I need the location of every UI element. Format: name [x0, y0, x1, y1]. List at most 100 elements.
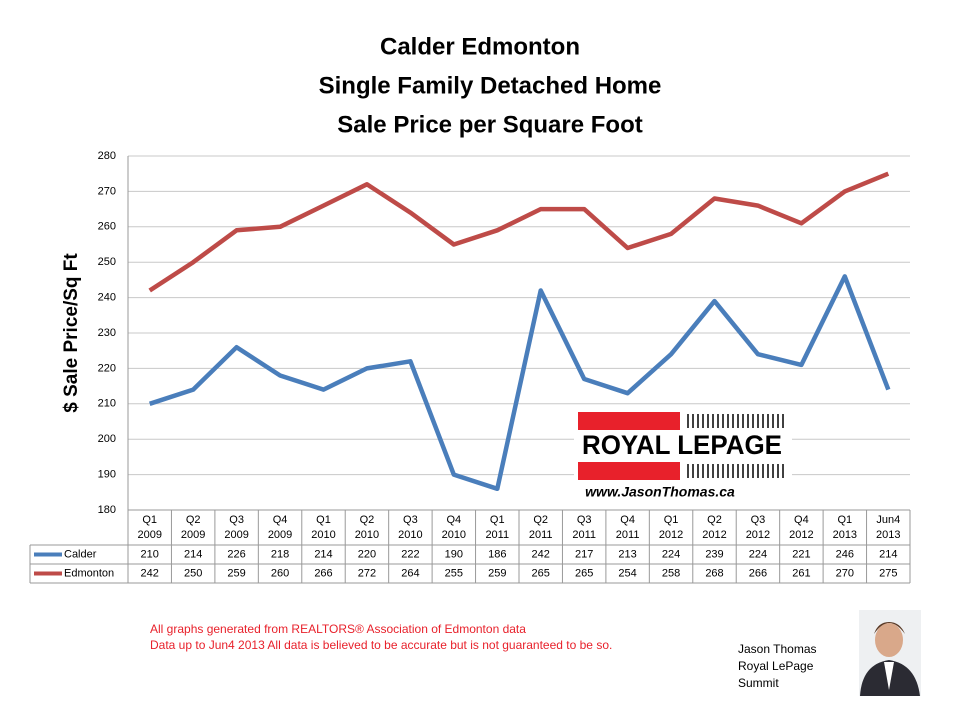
table-value: 266	[314, 567, 332, 579]
x-tick-label: 2009	[181, 529, 205, 541]
table-value: 266	[749, 567, 767, 579]
x-tick-label: Q3	[403, 514, 418, 526]
x-tick-label: 2011	[616, 529, 640, 541]
x-tick-label: Q3	[751, 514, 766, 526]
x-tick-label: 2009	[137, 529, 161, 541]
x-tick-label: Q4	[794, 514, 809, 526]
agent-name: Jason Thomas	[738, 642, 817, 656]
table-value: 259	[227, 567, 245, 579]
logo-url: www.JasonThomas.ca	[585, 484, 735, 500]
table-value: 264	[401, 567, 419, 579]
table-value: 259	[488, 567, 506, 579]
table-value: 254	[618, 567, 636, 579]
table-value: 224	[662, 548, 680, 560]
table-value: 242	[141, 567, 159, 579]
y-tick-label: 180	[98, 504, 116, 516]
x-tick-label: Q4	[273, 514, 288, 526]
x-tick-label: Q1	[490, 514, 505, 526]
y-tick-label: 190	[98, 469, 116, 481]
x-tick-label: 2011	[529, 529, 553, 541]
x-tick-label: Q3	[229, 514, 244, 526]
x-tick-label: Q2	[360, 514, 375, 526]
table-value: 214	[184, 548, 202, 560]
y-tick-label: 230	[98, 327, 116, 339]
chart-title: Single Family Detached Home	[319, 72, 662, 99]
x-tick-label: 2010	[442, 529, 466, 541]
x-tick-label: Q4	[446, 514, 461, 526]
legend-label: Edmonton	[64, 567, 114, 579]
x-tick-label: 2012	[789, 529, 813, 541]
y-axis-label: $ Sale Price/Sq Ft	[61, 253, 82, 413]
table-value: 270	[836, 567, 854, 579]
x-tick-label: 2010	[311, 529, 335, 541]
table-value: 261	[792, 567, 810, 579]
footnote: All graphs generated from REALTORS® Asso…	[150, 622, 526, 636]
x-tick-label: 2012	[702, 529, 726, 541]
y-tick-label: 270	[98, 185, 116, 197]
agent-company: Royal LePage	[738, 659, 814, 673]
table-value: 239	[705, 548, 723, 560]
x-tick-label: Q1	[837, 514, 852, 526]
x-tick-label: 2011	[485, 529, 509, 541]
footnote: Data up to Jun4 2013 All data is believe…	[150, 638, 612, 652]
agent-office: Summit	[738, 676, 779, 690]
logo-band	[578, 430, 786, 462]
y-tick-label: 220	[98, 362, 116, 374]
x-tick-label: Q4	[620, 514, 635, 526]
line-series	[148, 171, 890, 293]
table-value: 258	[662, 567, 680, 579]
table-value: 214	[314, 548, 332, 560]
legend-label: Calder	[64, 548, 97, 560]
agent-photo	[859, 610, 921, 696]
table-value: 246	[836, 548, 854, 560]
table-value: 213	[618, 548, 636, 560]
x-tick-label: Q2	[533, 514, 548, 526]
x-tick-label: 2012	[746, 529, 770, 541]
x-tick-label: Q3	[577, 514, 592, 526]
x-tick-label: 2009	[224, 529, 248, 541]
logo-bars	[687, 414, 784, 478]
table-value: 265	[575, 567, 593, 579]
table-value: 265	[532, 567, 550, 579]
table-value: 222	[401, 548, 419, 560]
y-tick-label: 210	[98, 398, 116, 410]
table-value: 190	[445, 548, 463, 560]
table-value: 221	[792, 548, 810, 560]
y-tick-label: 280	[98, 150, 116, 162]
table-value: 250	[184, 567, 202, 579]
x-tick-label: 2009	[268, 529, 292, 541]
x-tick-label: Q1	[142, 514, 157, 526]
logo: ROYAL LEPAGE www.JasonThomas.ca	[574, 408, 792, 500]
table-value: 210	[141, 548, 159, 560]
table-value: 224	[749, 548, 767, 560]
x-tick-label: Q2	[186, 514, 201, 526]
table-value: 214	[879, 548, 897, 560]
x-tick-label: Q1	[664, 514, 679, 526]
x-tick-label: Q2	[707, 514, 722, 526]
table-value: 217	[575, 548, 593, 560]
table-value: 186	[488, 548, 506, 560]
y-tick-label: 260	[98, 221, 116, 233]
x-tick-label: 2012	[659, 529, 683, 541]
y-tick-label: 240	[98, 292, 116, 304]
table-value: 218	[271, 548, 289, 560]
y-tick-label: 200	[98, 433, 116, 445]
x-tick-label: 2013	[833, 529, 857, 541]
chart-title: Sale Price per Square Foot	[337, 111, 642, 138]
line-series	[149, 274, 891, 492]
x-tick-label: 2010	[355, 529, 379, 541]
table-value: 268	[705, 567, 723, 579]
chart-title: Calder Edmonton	[380, 33, 580, 60]
table-value: 260	[271, 567, 289, 579]
x-tick-label: 2013	[876, 529, 900, 541]
table-value: 255	[445, 567, 463, 579]
y-tick-label: 250	[98, 256, 116, 268]
logo-brand: ROYAL LEPAGE	[582, 430, 782, 460]
table-value: 226	[227, 548, 245, 560]
x-tick-label: 2010	[398, 529, 422, 541]
x-tick-label: Q1	[316, 514, 331, 526]
table-value: 242	[532, 548, 550, 560]
table-value: 272	[358, 567, 376, 579]
x-tick-label: Jun4	[876, 514, 900, 526]
